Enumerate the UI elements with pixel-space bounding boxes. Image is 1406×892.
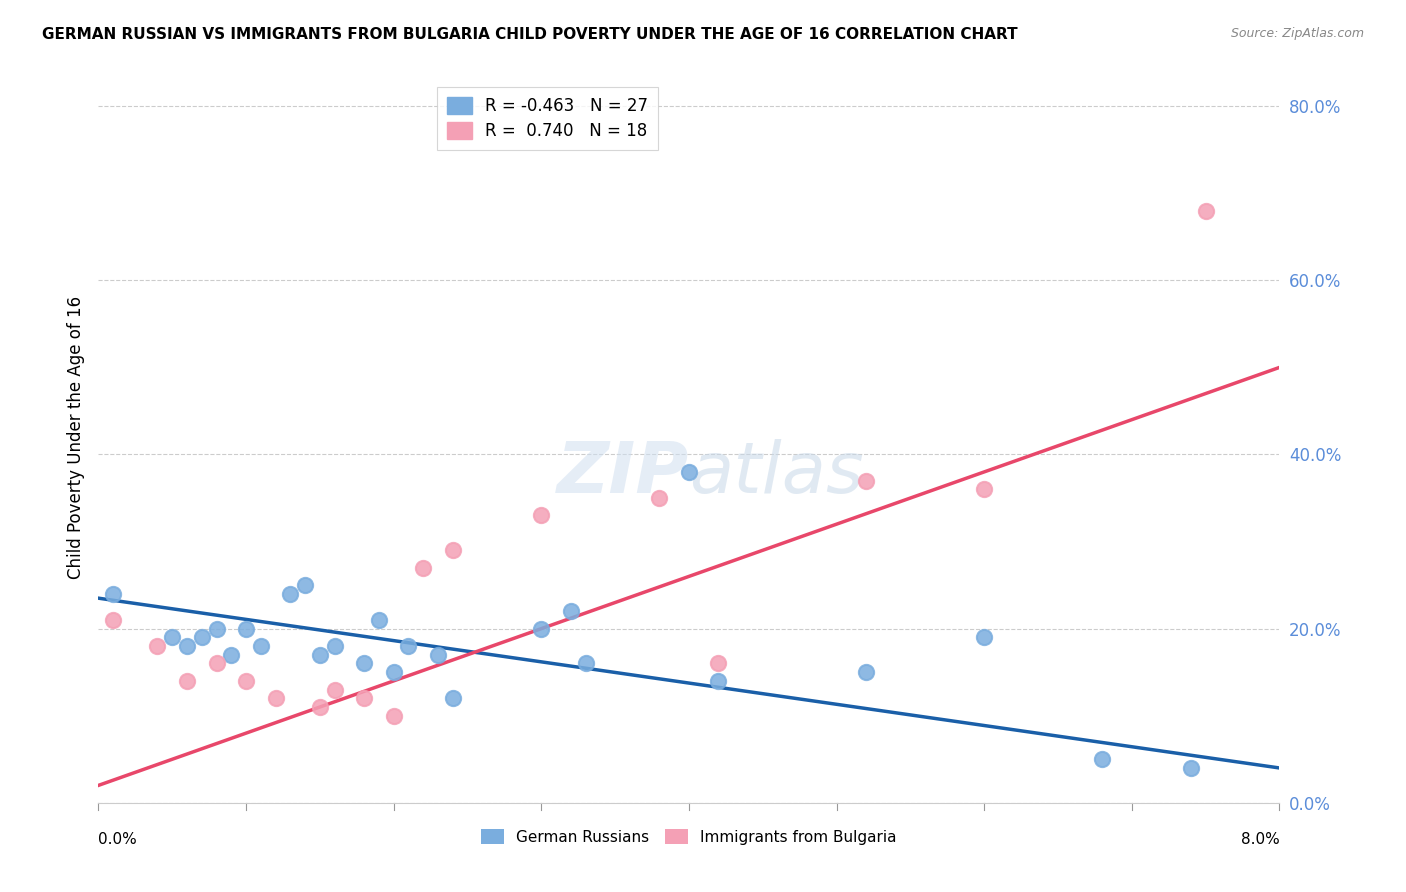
Text: 0.0%: 0.0% [98, 832, 138, 847]
Point [280, 587, 302, 601]
Point [575, 657, 598, 671]
Point [678, 465, 700, 479]
Legend: German Russians, Immigrants from Bulgaria: German Russians, Immigrants from Bulgari… [472, 820, 905, 854]
Point [309, 700, 332, 714]
Point [973, 483, 995, 497]
Point [250, 639, 273, 653]
Point [382, 665, 405, 680]
Point [412, 560, 434, 574]
Text: 8.0%: 8.0% [1240, 832, 1279, 847]
Point [368, 613, 391, 627]
Point [398, 639, 420, 653]
Point [103, 613, 125, 627]
Point [560, 604, 582, 618]
Point [441, 691, 464, 706]
Point [973, 631, 995, 645]
Point [235, 622, 257, 636]
Point [264, 691, 287, 706]
Point [353, 691, 375, 706]
Text: Source: ZipAtlas.com: Source: ZipAtlas.com [1230, 27, 1364, 40]
Point [707, 673, 730, 688]
Text: atlas: atlas [689, 439, 863, 508]
Point [353, 657, 375, 671]
Point [294, 578, 316, 592]
Point [176, 639, 198, 653]
Point [323, 639, 346, 653]
Text: ZIP: ZIP [557, 439, 689, 508]
Point [441, 543, 464, 558]
Point [855, 474, 877, 488]
Point [235, 673, 257, 688]
Point [1195, 203, 1218, 218]
Point [191, 631, 214, 645]
Point [309, 648, 332, 662]
Point [205, 657, 228, 671]
Y-axis label: Child Poverty Under the Age of 16: Child Poverty Under the Age of 16 [66, 295, 84, 579]
Point [530, 622, 553, 636]
Point [427, 648, 450, 662]
Text: GERMAN RUSSIAN VS IMMIGRANTS FROM BULGARIA CHILD POVERTY UNDER THE AGE OF 16 COR: GERMAN RUSSIAN VS IMMIGRANTS FROM BULGAR… [42, 27, 1018, 42]
Point [205, 622, 228, 636]
Point [382, 708, 405, 723]
Point [1091, 752, 1114, 766]
Point [648, 491, 671, 505]
Point [530, 508, 553, 523]
Point [162, 631, 183, 645]
Point [221, 648, 243, 662]
Point [323, 682, 346, 697]
Point [103, 587, 125, 601]
Point [855, 665, 877, 680]
Point [146, 639, 169, 653]
Point [1180, 761, 1202, 775]
Point [707, 657, 730, 671]
Point [176, 673, 198, 688]
